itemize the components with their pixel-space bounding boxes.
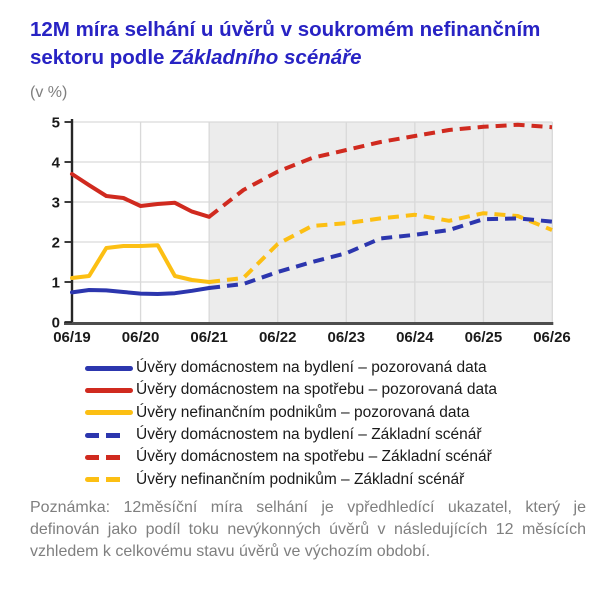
legend-item: Úvěry domácnostem na bydlení – Základní … <box>85 424 497 446</box>
y-tick-label: 2 <box>52 235 60 252</box>
legend-item: Úvěry domácnostem na spotřebu – pozorova… <box>85 379 497 401</box>
footnote: Poznámka: 12měsíční míra selhání je vpře… <box>30 499 586 560</box>
x-tick-label: 06/23 <box>328 329 366 346</box>
solid-line-swatch <box>85 387 133 393</box>
x-tick-label: 06/26 <box>533 329 571 346</box>
legend: Úvěry domácnostem na bydlení – pozorovan… <box>85 357 497 491</box>
y-tick-label: 4 <box>52 155 61 172</box>
series-line-4 <box>207 122 553 219</box>
series-line-5 <box>208 211 553 284</box>
dashed-line-swatch <box>85 477 133 483</box>
page-title: 12M míra selhání u úvěrů v soukromém nef… <box>30 16 600 72</box>
solid-line-swatch <box>85 365 133 371</box>
legend-item: Úvěry domácnostem na spotřebu – Základní… <box>85 446 497 468</box>
series-line-3 <box>208 216 553 290</box>
legend-label: Úvěry domácnostem na spotřebu – pozorova… <box>136 381 498 399</box>
y-tick-label: 3 <box>52 195 60 212</box>
x-tick-label: 06/20 <box>122 329 160 346</box>
series-line-0 <box>70 286 212 296</box>
y-tick-label: 0 <box>52 315 60 332</box>
x-tick-label: 06/21 <box>190 329 228 346</box>
title-scenario-name: Základního scénáře <box>170 46 362 69</box>
series-line-2 <box>70 243 212 284</box>
dashed-line-swatch <box>85 454 133 460</box>
dashed-line-swatch <box>85 432 133 438</box>
forecast-region <box>209 122 553 322</box>
legend-item: Úvěry domácnostem na bydlení – pozorovan… <box>85 357 497 379</box>
series-line-1 <box>70 172 212 219</box>
title-line-1: 12M míra selhání u úvěrů v soukromém nef… <box>30 18 541 41</box>
legend-label: Úvěry nefinančním podnikům – Základní sc… <box>136 470 465 488</box>
x-tick-label: 06/22 <box>259 329 297 346</box>
legend-label: Úvěry domácnostem na spotřebu – Základní… <box>136 448 492 466</box>
y-tick-label: 5 <box>52 115 60 132</box>
title-line-2: sektoru podle Základního scénáře <box>30 46 362 69</box>
legend-item: Úvěry nefinančním podnikům – pozorovaná … <box>85 402 497 424</box>
legend-label: Úvěry domácnostem na bydlení – Základní … <box>136 426 482 444</box>
y-tick-label: 1 <box>52 275 60 292</box>
axis-unit-label: (v %) <box>30 84 68 101</box>
x-tick-label: 06/24 <box>396 329 434 346</box>
solid-line-swatch <box>85 410 133 416</box>
legend-label: Úvěry domácnostem na bydlení – pozorovan… <box>136 359 487 377</box>
x-tick-label: 06/19 <box>53 329 91 346</box>
x-tick-label: 06/25 <box>465 329 503 346</box>
legend-label: Úvěry nefinančním podnikům – pozorovaná … <box>136 403 470 421</box>
legend-item: Úvěry nefinančním podnikům – Základní sc… <box>85 468 497 490</box>
